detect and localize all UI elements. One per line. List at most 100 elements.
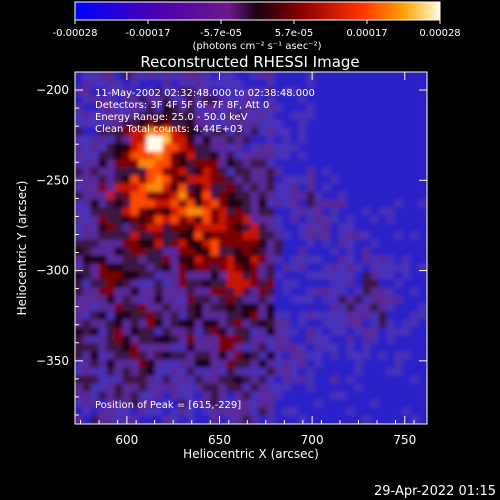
heatmap-cell	[138, 72, 148, 81]
heatmap-cell	[322, 72, 332, 81]
heatmap-cell	[82, 119, 92, 129]
heatmap-cell	[322, 167, 332, 177]
heatmap-cell	[282, 407, 292, 417]
heatmap-cell	[322, 159, 332, 169]
heatmap-cell	[210, 87, 220, 97]
heatmap-cell	[75, 79, 84, 89]
heatmap-cell	[162, 239, 172, 249]
heatmap-cell	[378, 183, 388, 193]
heatmap-cell	[258, 327, 268, 337]
heatmap-cell	[306, 247, 316, 257]
heatmap-cell	[242, 103, 252, 113]
heatmap-cell	[386, 199, 396, 209]
heatmap-cell	[234, 103, 244, 113]
heatmap-cell	[138, 239, 148, 249]
heatmap-cell	[306, 191, 316, 201]
heatmap-cell	[386, 287, 396, 297]
heatmap-cell	[162, 263, 172, 273]
heatmap-cell	[130, 295, 140, 305]
heatmap-cell	[154, 175, 164, 185]
heatmap-cell	[354, 271, 364, 281]
heatmap-cell	[82, 319, 92, 329]
heatmap-cell	[194, 72, 204, 81]
heatmap-cell	[90, 111, 100, 121]
heatmap-cell	[146, 295, 156, 305]
heatmap-cell	[402, 271, 412, 281]
heatmap-cell	[298, 367, 308, 377]
heatmap-cell	[258, 215, 268, 225]
heatmap-cell	[266, 239, 276, 249]
heatmap-cell	[362, 215, 372, 225]
heatmap-cell	[282, 391, 292, 401]
heatmap-cell	[418, 103, 427, 113]
heatmap-cell	[306, 95, 316, 105]
heatmap-cell	[154, 135, 164, 145]
heatmap-cell	[266, 72, 276, 81]
heatmap-cell	[338, 375, 348, 385]
heatmap-cell	[218, 159, 228, 169]
heatmap-cell	[122, 159, 132, 169]
heatmap-cell	[346, 383, 356, 393]
heatmap-cell	[194, 103, 204, 113]
heatmap-cell	[218, 183, 228, 193]
heatmap-cell	[402, 319, 412, 329]
heatmap-cell	[346, 303, 356, 313]
heatmap-cell	[298, 391, 308, 401]
heatmap-cell	[410, 191, 420, 201]
heatmap-cell	[114, 247, 124, 257]
heatmap-cell	[274, 391, 284, 401]
heatmap-cell	[194, 207, 204, 217]
heatmap-cell	[114, 135, 124, 145]
heatmap-cell	[170, 383, 180, 393]
heatmap-cell	[370, 335, 380, 345]
heatmap-cell	[370, 175, 380, 185]
heatmap-cell	[138, 279, 148, 289]
heatmap-cell	[82, 183, 92, 193]
heatmap-cell	[322, 223, 332, 233]
heatmap-cell	[242, 247, 252, 257]
heatmap-cell	[258, 135, 268, 145]
heatmap-cell	[354, 279, 364, 289]
heatmap-cell	[130, 72, 140, 81]
heatmap-cell	[218, 375, 228, 385]
heatmap-cell	[202, 119, 212, 129]
heatmap-cell	[378, 79, 388, 89]
heatmap-cell	[138, 87, 148, 97]
heatmap-cell	[338, 223, 348, 233]
heatmap-cell	[250, 351, 260, 361]
heatmap-cell	[330, 199, 340, 209]
heatmap-cell	[322, 87, 332, 97]
heatmap-cell	[194, 143, 204, 153]
heatmap-cell	[298, 135, 308, 145]
heatmap-cell	[98, 199, 108, 209]
heatmap-cell	[410, 335, 420, 345]
heatmap-cell	[242, 215, 252, 225]
heatmap-cell	[138, 151, 148, 161]
heatmap-cell	[154, 199, 164, 209]
heatmap-cell	[362, 135, 372, 145]
heatmap-cell	[186, 87, 196, 97]
heatmap-cell	[146, 111, 156, 121]
heatmap-cell	[82, 72, 92, 81]
heatmap-cell	[234, 391, 244, 401]
heatmap-cell	[378, 351, 388, 361]
heatmap-cell	[418, 359, 427, 369]
heatmap-cell	[138, 143, 148, 153]
heatmap-cell	[106, 183, 116, 193]
heatmap-cell	[98, 191, 108, 201]
heatmap-cell	[75, 111, 84, 121]
heatmap-cell	[226, 191, 236, 201]
heatmap-cell	[218, 255, 228, 265]
heatmap-cell	[266, 399, 276, 409]
heatmap-cell	[162, 183, 172, 193]
heatmap-cell	[90, 87, 100, 97]
heatmap-cell	[154, 95, 164, 105]
heatmap-cell	[114, 72, 124, 81]
heatmap-cell	[394, 375, 404, 385]
heatmap-cell	[146, 255, 156, 265]
heatmap-cell	[242, 72, 252, 81]
heatmap-cell	[290, 72, 300, 81]
heatmap-cell	[154, 72, 164, 81]
heatmap-cell	[210, 191, 220, 201]
heatmap-cell	[90, 151, 100, 161]
